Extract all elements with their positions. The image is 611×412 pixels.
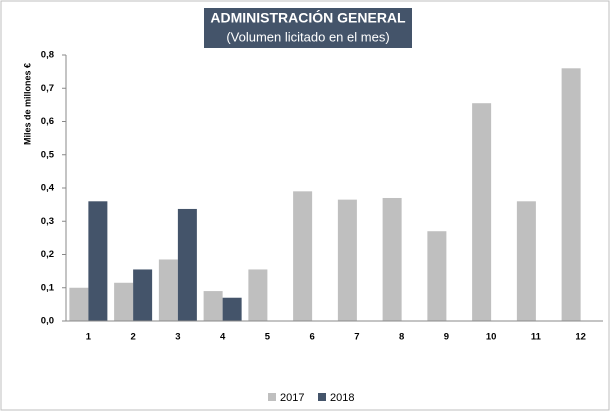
x-tick-label: 1 [86, 332, 92, 343]
y-tick-label: 0,8 [41, 50, 54, 61]
bar [337, 199, 357, 321]
bar [158, 259, 178, 321]
bar [248, 269, 268, 321]
x-tick-label: 11 [531, 332, 542, 343]
y-tick-label: 0,2 [41, 249, 54, 260]
bar [133, 269, 153, 321]
y-tick-label: 0,4 [41, 183, 55, 194]
x-tick-label: 2 [130, 332, 135, 343]
bar [516, 201, 536, 321]
chart-subtitle: (Volumen licitado en el mes) [226, 29, 389, 44]
x-tick-label: 3 [175, 332, 180, 343]
x-tick-label: 10 [486, 332, 497, 343]
chart-title: ADMINISTRACIÓN GENERAL [210, 9, 406, 26]
x-tick-label: 8 [399, 332, 404, 343]
legend-label: 2018 [330, 392, 354, 404]
y-tick-label: 0,0 [41, 316, 54, 327]
bar [69, 287, 89, 321]
bar [222, 297, 242, 321]
bar [114, 282, 134, 321]
x-tick-label: 7 [354, 332, 359, 343]
x-tick-label: 5 [265, 332, 271, 343]
y-axis-label: Miles de millones € [22, 63, 32, 145]
bar [203, 291, 223, 321]
y-tick-label: 0,1 [41, 282, 55, 293]
x-tick-label: 9 [444, 332, 449, 343]
x-tick-label: 4 [220, 332, 226, 343]
y-tick-label: 0,7 [41, 83, 54, 94]
bar [561, 68, 581, 321]
y-tick-label: 0,3 [41, 216, 54, 227]
legend-label: 2017 [280, 392, 304, 404]
x-tick-label: 12 [575, 332, 586, 343]
bar [427, 231, 447, 321]
y-tick-label: 0,5 [41, 149, 55, 160]
bar [177, 208, 197, 321]
bar [88, 201, 108, 321]
bar [472, 103, 492, 322]
bar [382, 197, 402, 321]
y-tick-label: 0,6 [41, 116, 54, 127]
title-box [204, 8, 412, 48]
legend-swatch [268, 393, 276, 401]
legend-swatch [318, 393, 326, 401]
bar [293, 191, 313, 321]
x-tick-label: 6 [309, 332, 314, 343]
